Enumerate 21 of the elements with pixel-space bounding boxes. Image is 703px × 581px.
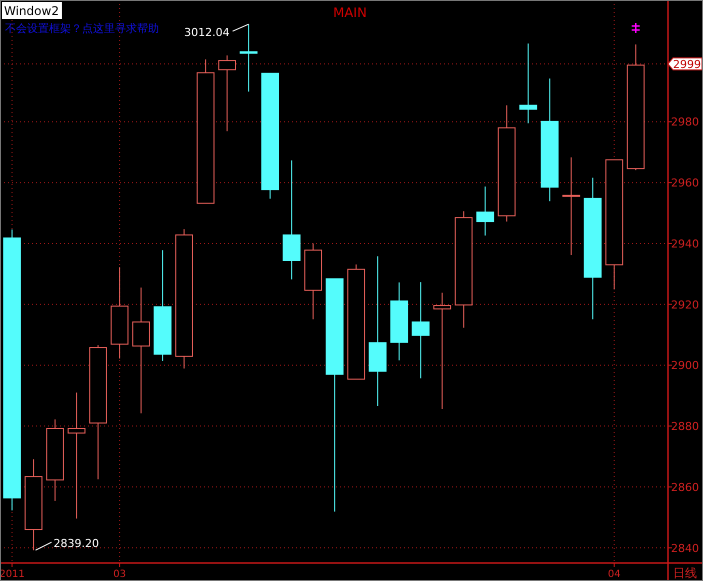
- y-tick-label: 2840: [671, 542, 699, 555]
- x-tick-label: 04: [608, 569, 621, 580]
- y-tick-label: 2960: [671, 176, 699, 190]
- text: MAIN: [333, 6, 367, 21]
- x-tick-label: 03: [113, 569, 126, 580]
- ref-label: 2999: [667, 57, 702, 71]
- annotation: 2839.20: [54, 537, 100, 550]
- ref-line-label: 2999: [673, 58, 701, 71]
- y-tick-label: 2860: [671, 480, 699, 494]
- y-tick-label: 2900: [671, 359, 699, 372]
- y-tick-label: 2940: [671, 237, 699, 250]
- y-tick-label: 2920: [671, 298, 699, 312]
- y-tick-label: 2980: [671, 116, 699, 129]
- y-tick-label: 2880: [671, 420, 699, 434]
- price-note: 3012.04: [184, 24, 250, 40]
- x-tick-label: 2011: [0, 569, 25, 580]
- annotation: 3012.04: [184, 26, 230, 40]
- price-note: 2839.20: [35, 537, 100, 551]
- annotation: 不会设置框架？点这里寻求帮助: [5, 22, 159, 35]
- annotation: Window2: [4, 4, 59, 18]
- text: 日线: [673, 566, 697, 580]
